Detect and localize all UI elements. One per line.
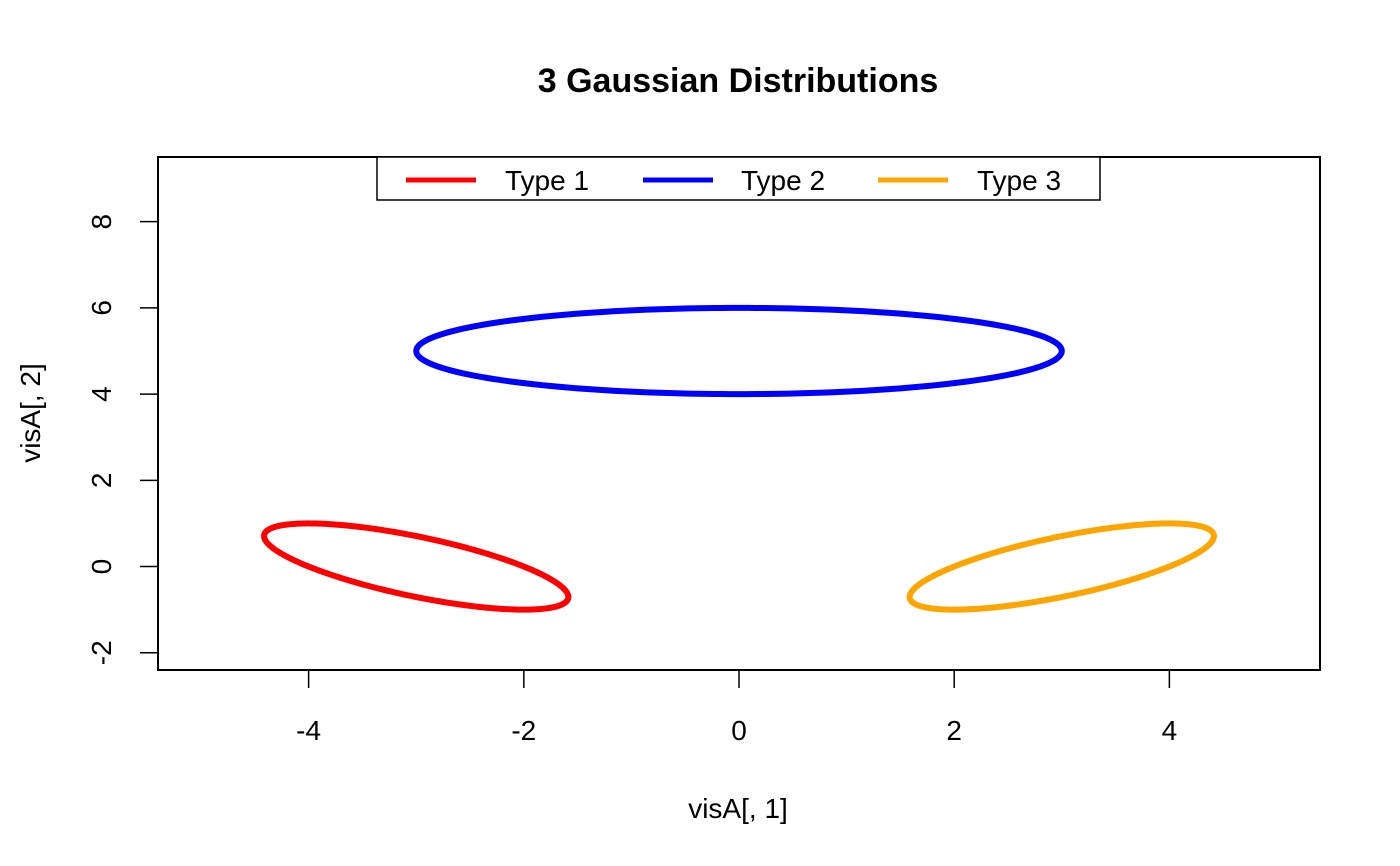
y-axis-label: visA[, 2] bbox=[15, 363, 46, 463]
x-axis-label: visA[, 1] bbox=[688, 793, 788, 824]
x-tick-label: -2 bbox=[511, 715, 536, 746]
x-tick-label: 2 bbox=[946, 715, 962, 746]
ellipse-type-2 bbox=[413, 304, 1065, 398]
y-tick-label: 0 bbox=[86, 559, 117, 575]
y-axis: -2 0 2 4 6 8 bbox=[86, 214, 159, 665]
y-tick-label: 6 bbox=[86, 300, 117, 316]
x-axis: -4 -2 0 2 4 bbox=[296, 669, 1178, 746]
ellipse-type-1 bbox=[261, 520, 572, 613]
series-layer bbox=[261, 304, 1217, 613]
legend-label-type-2: Type 2 bbox=[741, 165, 825, 196]
ellipse-type-3 bbox=[906, 520, 1217, 613]
plot-box bbox=[157, 156, 1321, 671]
y-tick-label: 2 bbox=[86, 473, 117, 489]
y-tick-label: 4 bbox=[86, 386, 117, 402]
legend-label-type-1: Type 1 bbox=[505, 165, 589, 196]
x-tick-label: -4 bbox=[296, 715, 321, 746]
legend-box bbox=[376, 156, 1101, 201]
y-tick-label: 8 bbox=[86, 214, 117, 230]
chart-title: 3 Gaussian Distributions bbox=[538, 62, 939, 100]
x-tick-label: 0 bbox=[731, 715, 747, 746]
y-tick-label: -2 bbox=[86, 640, 117, 665]
legend: Type 1 Type 2 Type 3 bbox=[376, 156, 1101, 201]
x-tick-label: 4 bbox=[1162, 715, 1178, 746]
legend-label-type-3: Type 3 bbox=[977, 165, 1061, 196]
